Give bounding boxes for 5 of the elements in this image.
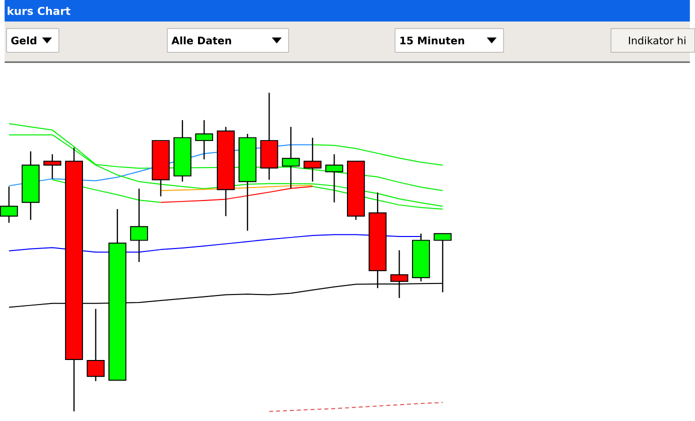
- chart-title: kurs Chart: [8, 6, 70, 16]
- text: Alle Daten: [171, 36, 232, 44]
- text: Geld: [11, 36, 36, 44]
- text: Indikator hi: [628, 36, 686, 44]
- text: 15 Minuten: [400, 36, 464, 44]
